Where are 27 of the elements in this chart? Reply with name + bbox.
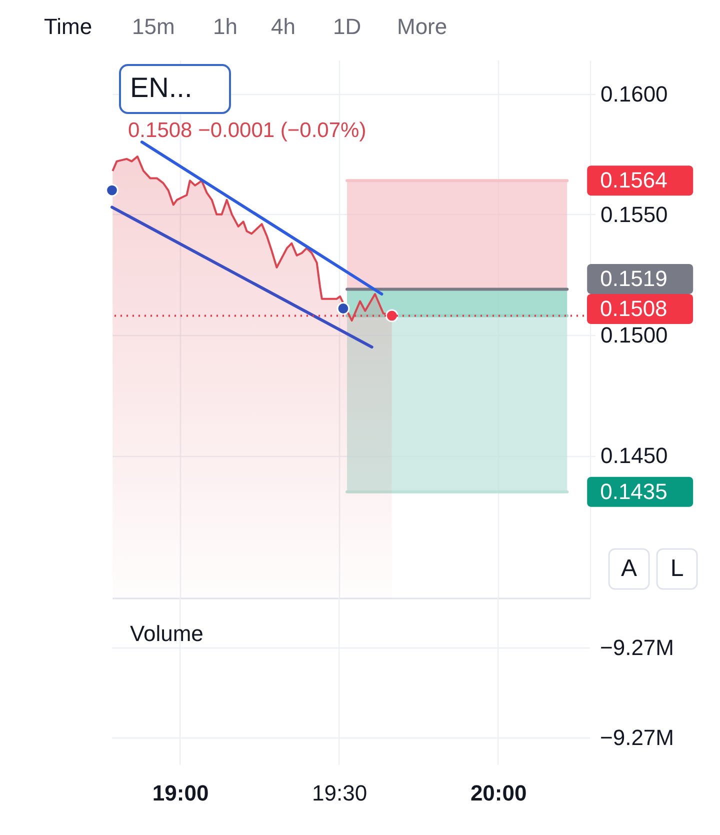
text: L bbox=[670, 555, 684, 582]
text: −9.27M bbox=[600, 635, 674, 660]
ref-line-label: 0.1508 bbox=[600, 296, 668, 322]
data-label: 0.1435 bbox=[600, 478, 668, 504]
text: More bbox=[397, 14, 448, 39]
point bbox=[106, 184, 118, 197]
text: 1h bbox=[213, 14, 238, 39]
y2-tick-label: 0.1500 bbox=[600, 322, 668, 348]
x-tick-label: 19:30 bbox=[312, 780, 368, 806]
data-label: 0.1519 bbox=[600, 266, 668, 292]
x-tick-label: 19:00 bbox=[152, 780, 209, 806]
text: −9.27M bbox=[600, 725, 674, 750]
text: 0.1508 −0.0001 (−0.07%) bbox=[128, 119, 366, 142]
chart-title: EN... bbox=[130, 72, 192, 103]
point bbox=[336, 302, 350, 315]
text: A bbox=[620, 555, 638, 582]
text: 4h bbox=[271, 14, 296, 39]
x-tick-label: 20:00 bbox=[470, 780, 527, 806]
data-label: 0.1564 bbox=[600, 168, 668, 193]
text: 15m bbox=[132, 14, 175, 39]
point bbox=[385, 309, 398, 322]
text: Time bbox=[44, 14, 92, 39]
text: Volume bbox=[130, 621, 204, 646]
y2-tick-label: 0.1550 bbox=[600, 202, 668, 227]
y2-tick-label: 0.1450 bbox=[600, 443, 668, 468]
y2-tick-label: 0.1600 bbox=[600, 81, 668, 106]
text: 1D bbox=[333, 14, 362, 39]
